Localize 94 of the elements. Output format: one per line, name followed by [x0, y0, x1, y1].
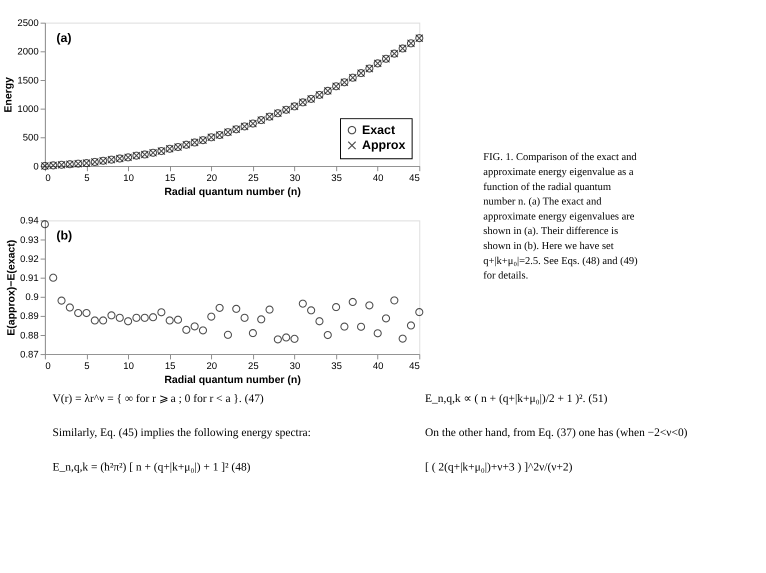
point	[216, 304, 224, 312]
point	[240, 314, 249, 322]
point	[365, 301, 374, 310]
x-tick-label: 25	[248, 172, 259, 184]
point	[157, 308, 166, 316]
text: On the other hand, from Eq. (37) one has (when −2<ν<0)	[425, 427, 688, 440]
x-tick-label: 5	[84, 360, 90, 372]
point	[148, 313, 158, 322]
x-tick-label: 20	[206, 360, 218, 372]
point	[90, 316, 99, 325]
x-tick-label: 15	[164, 172, 176, 184]
point	[324, 330, 332, 340]
y-tick-label: 0.87	[20, 349, 39, 360]
x-tick-label: 0	[45, 360, 51, 372]
annotation: (b)	[56, 228, 72, 242]
y-tick-label: 0.91	[20, 273, 39, 284]
point	[124, 317, 132, 326]
x-tick-label: 40	[372, 360, 384, 372]
point	[66, 303, 74, 312]
point	[190, 322, 199, 330]
point	[257, 315, 266, 324]
x-tick-label: 25	[248, 360, 259, 372]
x-tick-label: 40	[372, 172, 384, 184]
text: FIG. 1. Comparison of the exact and approximate energy eigenvalue as a function of the radial quantum number n. (a) The exact and approximate energy eigenvalues are shown in (a). Their difference is shown in (b). Here we have set q+|k+μ₀|=2.5. See Eqs. (48) and (49) for details.	[483, 152, 638, 282]
x-tick-label: 0	[45, 172, 51, 184]
point	[49, 274, 58, 282]
x-axis-title: Radial quantum number (n)	[164, 186, 301, 198]
point	[374, 329, 382, 338]
y-tick-label: 0.89	[20, 311, 39, 322]
point	[356, 322, 366, 331]
y-tick-label: 2000	[17, 46, 39, 58]
x-tick-label: 35	[331, 172, 342, 184]
text: [ ( 2(q+|k+μ₀|)+ν+3 ) ]^2ν/(ν+2)	[425, 462, 573, 474]
point	[340, 322, 348, 331]
text: V(r) = λr^ν = { ∞ for r ⩾ a ; 0 for r < a }. (47)	[52, 392, 264, 405]
y-tick-label: 2500	[17, 18, 39, 30]
point	[232, 304, 240, 313]
y-tick-label: 0	[33, 161, 39, 172]
x-tick-label: 20	[206, 172, 218, 184]
point	[398, 334, 407, 343]
point	[107, 311, 116, 320]
x-tick-label: 35	[331, 360, 342, 372]
point	[174, 316, 182, 324]
point	[224, 330, 232, 339]
point	[207, 312, 216, 321]
y-axis-title: Energy	[2, 76, 15, 113]
point	[382, 314, 390, 322]
point	[282, 333, 290, 342]
y-axis-title: E(approx)−E(exact)	[5, 240, 18, 336]
point	[74, 308, 82, 318]
text: E_n,q,k = (ħ²π²) [ n + (q+|k+μ₀|) + 1 ]² (48)	[52, 462, 251, 474]
point	[348, 298, 357, 306]
point	[265, 306, 274, 314]
legend-label: Exact	[362, 122, 396, 137]
point	[82, 308, 91, 318]
point	[99, 316, 108, 325]
y-tick-label: 0.9	[25, 292, 39, 304]
x-tick-label: 45	[409, 172, 420, 184]
x-tick-label: 10	[123, 172, 134, 184]
point	[315, 317, 324, 326]
point	[298, 300, 307, 308]
point	[182, 326, 190, 334]
annotation: (a)	[56, 30, 72, 45]
point	[290, 334, 299, 343]
y-tick-label: 0.93	[20, 234, 39, 246]
point	[390, 296, 398, 304]
point	[198, 326, 208, 334]
x-tick-label: 30	[290, 360, 300, 372]
point	[332, 303, 340, 312]
y-tick-label: 1500	[17, 75, 39, 86]
point	[116, 314, 124, 322]
x-tick-label: 45	[409, 360, 420, 372]
point	[406, 321, 416, 330]
legend-label: Approx	[362, 138, 406, 152]
point	[132, 314, 140, 322]
point	[140, 314, 149, 322]
x-tick-label: 15	[164, 360, 176, 372]
y-tick-label: 0.94	[20, 216, 40, 227]
y-tick-label: 0.88	[20, 330, 39, 342]
point	[57, 296, 66, 305]
y-tick-label: 500	[22, 132, 39, 144]
point	[248, 329, 257, 338]
text: E_n,q,k ∝ ( n + (q+|k+μ₀|)/2 + 1 )². (51)	[425, 392, 608, 405]
point	[166, 316, 174, 325]
point	[415, 308, 424, 316]
x-tick-label: 10	[123, 360, 134, 372]
text: Similarly, Eq. (45) implies the following energy spectra:	[52, 427, 311, 440]
x-axis-title: Radial quantum number (n)	[164, 374, 301, 386]
point	[307, 306, 316, 314]
x-tick-label: 5	[84, 172, 90, 184]
point	[274, 335, 282, 344]
y-tick-label: 1000	[17, 104, 39, 115]
x-tick-label: 30	[290, 172, 300, 184]
y-tick-label: 0.92	[20, 254, 39, 265]
